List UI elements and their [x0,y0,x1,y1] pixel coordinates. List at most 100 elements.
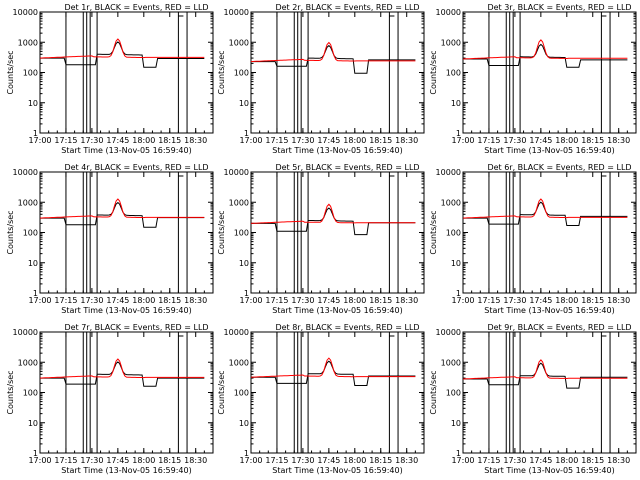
panel-title: Det 8r, BLACK = Events, RED = LLD [275,323,419,332]
x-tick-label: 18:30 [395,136,418,145]
y-tick-label: 10 [239,99,249,108]
y-tick-label: 10 [451,259,461,268]
x-tick-label: 18:15 [158,296,181,305]
y-tick-label: 100 [234,389,249,398]
y-tick-label: 10000 [436,328,461,337]
x-tick-label: 17:15 [477,296,500,305]
y-tick-label: 10 [451,99,461,108]
x-tick-label: 17:45 [106,456,129,465]
x-tick-label: 17:00 [28,136,51,145]
x-tick-label: 17:15 [54,456,77,465]
x-tick-label: 18:00 [555,456,578,465]
y-tick-label: 1000 [441,198,461,207]
x-tick-label: 18:30 [184,296,207,305]
panel-title: Det 2r, BLACK = Events, RED = LLD [275,3,419,12]
y-tick-label: 1000 [229,38,249,47]
y-tick-label: 100 [234,229,249,238]
x-tick-label: 17:30 [291,136,314,145]
y-tick-label: 100 [446,389,461,398]
x-tick-label: 17:15 [54,136,77,145]
y-tick-label: 10000 [436,8,461,17]
x-tick-label: 18:00 [555,136,578,145]
x-tick-label: 17:00 [239,296,262,305]
x-tick-label: 18:15 [581,456,604,465]
y-tick-label: 10 [451,419,461,428]
y-tick-label: 10000 [13,8,38,17]
x-tick-label: 17:15 [54,296,77,305]
x-axis-label: Start Time (13-Nov-05 16:59:40) [61,146,191,155]
series-events-line [40,361,205,387]
series-events-line [463,201,628,226]
detector-panel-5: Det 5r, BLACK = Events, RED = LLD 1 10 100 1… [217,163,425,315]
panel-title: Det 1r, BLACK = Events, RED = LLD [64,3,208,12]
series-lld-line [39,358,205,379]
x-axis-label: Start Time (13-Nov-05 16:59:40) [61,466,191,475]
y-tick-label: 1 [33,129,38,138]
x-tick-label: 18:15 [581,136,604,145]
y-tick-label: 1000 [229,198,249,207]
y-tick-label: 100 [234,69,249,78]
y-axis-label: Counts/sec [217,370,226,414]
panel-title: Det 5r, BLACK = Events, RED = LLD [275,163,419,172]
x-tick-label: 18:00 [343,296,366,305]
y-tick-label: 1000 [441,358,461,367]
detector-panel-1: Det 1r, BLACK = Events, RED = LLD 1 10 100 1… [6,3,214,155]
y-tick-label: 1000 [441,38,461,47]
y-tick-label: 100 [23,229,38,238]
y-tick-label: 1 [456,449,461,458]
y-tick-label: 1 [244,129,249,138]
y-tick-label: 100 [23,389,38,398]
x-tick-label: 18:00 [343,456,366,465]
x-tick-label: 17:30 [80,296,103,305]
x-tick-label: 17:00 [451,456,474,465]
x-tick-label: 18:15 [369,456,392,465]
y-tick-label: 10000 [224,8,249,17]
series-events-line [251,360,416,386]
x-tick-label: 17:45 [529,136,552,145]
series-events-line [463,43,628,68]
y-tick-label: 100 [23,69,38,78]
x-tick-label: 17:45 [317,136,340,145]
y-tick-label: 1 [244,289,249,298]
x-tick-label: 17:30 [291,296,314,305]
x-tick-label: 17:15 [477,136,500,145]
detector-panel-3: Det 3r, BLACK = Events, RED = LLD 1 10 100 1… [429,3,637,155]
y-tick-label: 100 [446,229,461,238]
series-lld-line [250,203,416,224]
series-lld-line [39,38,205,59]
detector-panel-9: Det 9r, BLACK = Events, RED = LLD 1 10 100 1… [429,323,637,475]
x-tick-label: 18:00 [132,136,155,145]
x-tick-label: 17:30 [80,456,103,465]
detector-panel-4: Det 4r, BLACK = Events, RED = LLD 1 10 100 1… [6,163,214,315]
x-tick-label: 17:30 [503,136,526,145]
y-tick-label: 1000 [18,358,38,367]
y-tick-label: 10 [28,259,38,268]
y-tick-label: 1 [33,289,38,298]
y-axis-label: Counts/sec [6,210,15,254]
x-tick-label: 18:00 [555,296,578,305]
x-tick-label: 17:00 [239,136,262,145]
x-tick-label: 17:30 [291,456,314,465]
y-tick-label: 100 [446,69,461,78]
y-tick-label: 10 [28,419,38,428]
series-events-line [463,362,628,389]
panel-title: Det 4r, BLACK = Events, RED = LLD [64,163,208,172]
series-events-line [251,207,416,236]
x-tick-label: 18:30 [184,136,207,145]
y-axis-label: Counts/sec [6,370,15,414]
y-tick-label: 1000 [18,198,38,207]
x-tick-label: 17:15 [265,296,288,305]
panel-title: Det 9r, BLACK = Events, RED = LLD [487,323,631,332]
panel-title: Det 6r, BLACK = Events, RED = LLD [487,163,631,172]
x-tick-label: 17:30 [80,136,103,145]
x-tick-label: 17:45 [106,296,129,305]
x-tick-label: 17:00 [239,456,262,465]
series-lld-line [462,198,628,219]
y-axis-label: Counts/sec [217,210,226,254]
series-lld-line [250,357,416,378]
y-tick-label: 10000 [13,168,38,177]
x-axis-label: Start Time (13-Nov-05 16:59:40) [484,306,614,315]
series-events-line [40,41,205,68]
x-tick-label: 18:15 [158,136,181,145]
x-axis-label: Start Time (13-Nov-05 16:59:40) [484,146,614,155]
